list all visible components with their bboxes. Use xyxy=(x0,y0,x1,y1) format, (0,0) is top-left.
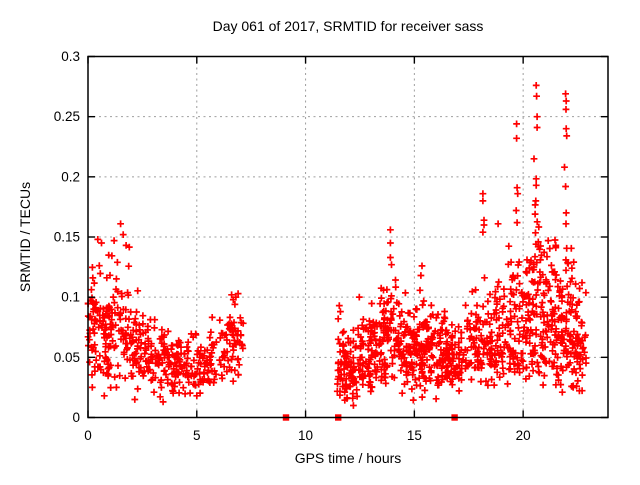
x-tick-label: 0 xyxy=(84,428,92,443)
y-tick-labels: 0 0.05 0.1 0.15 0.2 0.25 0.3 xyxy=(54,49,80,425)
x-tick-label: 15 xyxy=(407,428,422,443)
y-axis-label: SRMTID / TECUs xyxy=(17,182,33,292)
y-tick-label: 0.25 xyxy=(54,109,80,124)
data-points xyxy=(84,82,590,409)
y-tick-label: 0 xyxy=(72,410,80,425)
y-tick-label: 0.1 xyxy=(61,290,80,305)
axis-ticks xyxy=(87,55,608,419)
chart-title: Day 061 of 2017, SRMTID for receiver sas… xyxy=(213,18,484,34)
y-tick-label: 0.15 xyxy=(54,230,80,245)
y-tick-label: 0.2 xyxy=(61,169,80,184)
y-tick-label: 0.3 xyxy=(61,49,80,64)
x-tick-label: 10 xyxy=(298,428,313,443)
x-axis-label: GPS time / hours xyxy=(295,450,402,466)
x-tick-labels: 0 5 10 15 20 xyxy=(84,428,530,443)
x-tick-label: 5 xyxy=(193,428,201,443)
y-tick-label: 0.05 xyxy=(54,350,80,365)
x-tick-label: 20 xyxy=(516,428,531,443)
